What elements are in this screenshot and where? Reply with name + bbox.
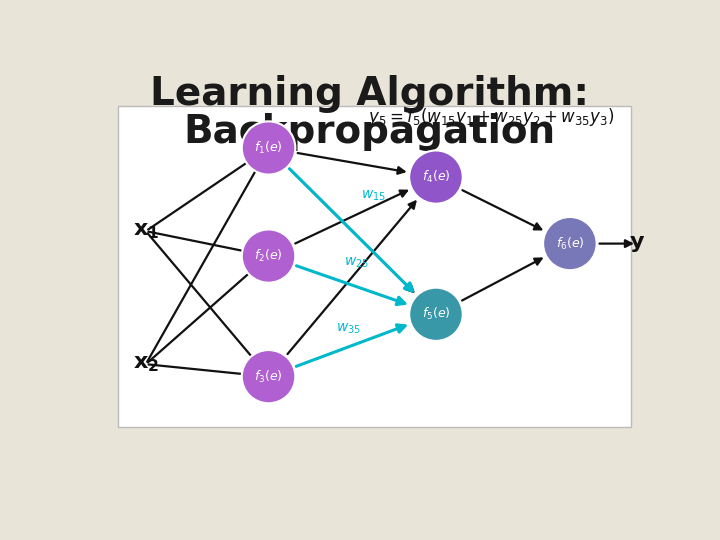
Text: $w_{15}$: $w_{15}$	[361, 188, 386, 203]
Text: $w_{25}$: $w_{25}$	[344, 255, 369, 269]
Ellipse shape	[543, 217, 597, 270]
Text: $\mathbf{y}$: $\mathbf{y}$	[629, 234, 645, 254]
Ellipse shape	[242, 122, 295, 174]
Ellipse shape	[409, 151, 463, 204]
Text: $y_5 = f_5(w_{15}y_1 + w_{25}y_2 + w_{35}y_3)$: $y_5 = f_5(w_{15}y_1 + w_{25}y_2 + w_{35…	[369, 106, 615, 128]
Text: $w_{35}$: $w_{35}$	[336, 322, 361, 336]
Text: $\mathit{f_4(e)}$: $\mathit{f_4(e)}$	[422, 169, 450, 185]
Text: Learning Algorithm:: Learning Algorithm:	[150, 75, 588, 113]
Text: $\mathit{f_3(e)}$: $\mathit{f_3(e)}$	[254, 369, 283, 384]
Text: $\mathbf{x_2}$: $\mathbf{x_2}$	[132, 354, 159, 374]
FancyBboxPatch shape	[118, 106, 631, 427]
Ellipse shape	[409, 288, 463, 341]
Ellipse shape	[242, 350, 295, 403]
Ellipse shape	[242, 230, 295, 282]
Text: $\mathit{f_6(e)}$: $\mathit{f_6(e)}$	[556, 235, 584, 252]
Text: $\mathit{f_1(e)}$: $\mathit{f_1(e)}$	[254, 140, 283, 156]
Text: Backpropagation: Backpropagation	[183, 113, 555, 151]
Text: $\mathit{f_2(e)}$: $\mathit{f_2(e)}$	[254, 248, 283, 264]
Text: $\mathit{f_5(e)}$: $\mathit{f_5(e)}$	[422, 306, 450, 322]
Text: $\mathbf{x_1}$: $\mathbf{x_1}$	[132, 221, 159, 241]
